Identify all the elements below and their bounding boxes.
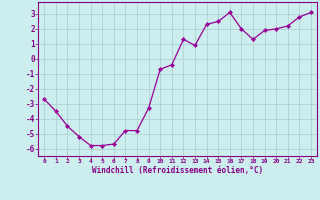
X-axis label: Windchill (Refroidissement éolien,°C): Windchill (Refroidissement éolien,°C) (92, 166, 263, 175)
